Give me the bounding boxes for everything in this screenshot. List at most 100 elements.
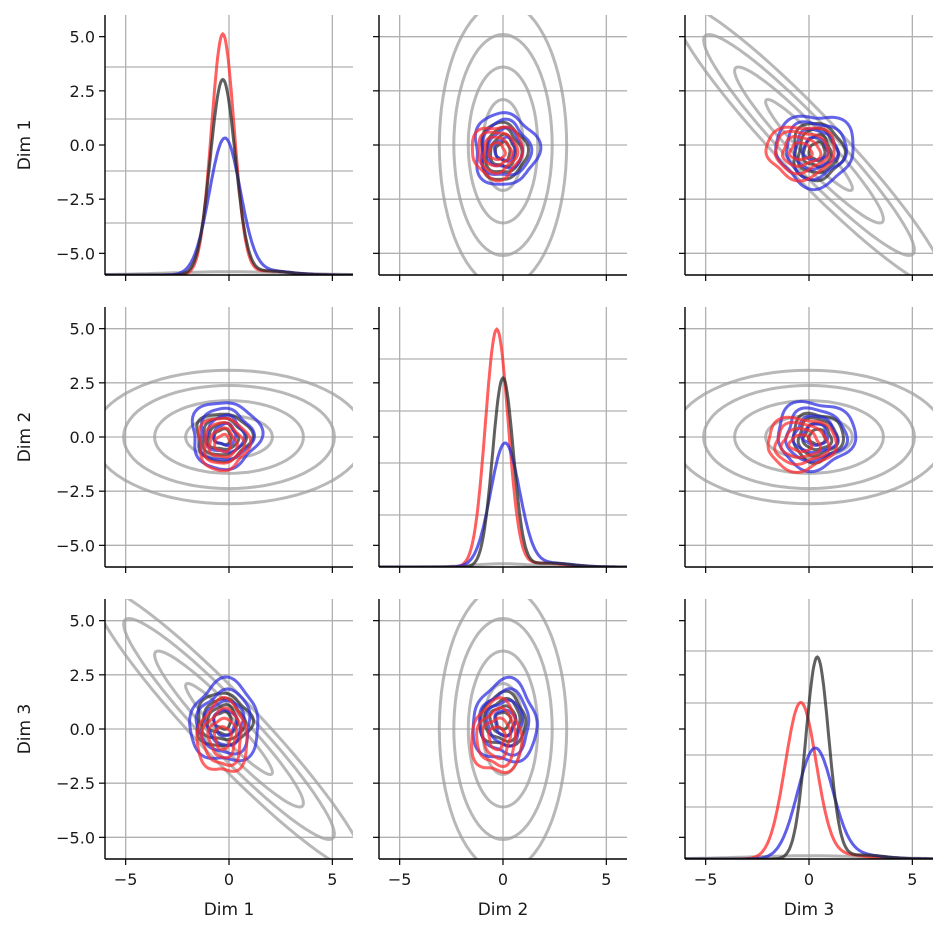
panel-r1-c1 (99, 15, 353, 281)
x-tick-label: 5 (907, 870, 917, 889)
panel-r2-c2 (373, 307, 627, 573)
contour-red (475, 706, 518, 768)
plot-area (105, 368, 353, 506)
contour-gray (105, 368, 353, 506)
contour-red (480, 716, 513, 761)
contour-blue (190, 401, 265, 472)
contour-red (487, 141, 507, 162)
contour-red (206, 716, 239, 760)
y-tick-label: 5.0 (70, 28, 95, 47)
contour-red (477, 130, 520, 176)
contour-gray (452, 616, 554, 842)
contour-red (766, 415, 839, 475)
panels-layer (99, 15, 933, 865)
y-tick-label: 0.0 (70, 720, 95, 739)
contour-gray (685, 15, 933, 275)
contour-red (787, 141, 814, 162)
contour-gray (122, 616, 336, 842)
y-tick-label: −2.5 (56, 774, 95, 793)
contour-red (195, 695, 249, 773)
panel-r2-c1 (99, 307, 353, 573)
contour-gray (153, 399, 305, 475)
panel-r3-c2 (373, 599, 627, 865)
panel-r1-c2 (373, 15, 627, 281)
y-tick-label: 5.0 (70, 320, 95, 339)
contour-gray (184, 414, 274, 460)
kde-curve-black (379, 375, 627, 567)
contour-gray (122, 383, 336, 491)
grid (685, 15, 933, 275)
contour-red (207, 426, 239, 459)
contour-red (773, 420, 831, 467)
contour-gray (437, 599, 569, 859)
contour-blue (792, 127, 840, 171)
contour-red (212, 725, 233, 751)
labels-layer: −5.0 −2.5 0.0 2.5 5.0 Dim 1 −5.0 −2.5 0.0 2.5 5.0 D… (15, 28, 917, 920)
contour-blue (194, 687, 252, 756)
x-tick-label: 0 (224, 870, 234, 889)
y-tick-label: 0.0 (70, 428, 95, 447)
grid (379, 599, 627, 859)
contour-gray (702, 32, 916, 258)
panel-r1-c3 (679, 15, 933, 281)
panel-r3-c1 (99, 599, 353, 865)
contour-gray (733, 65, 885, 225)
plot-area (105, 599, 353, 859)
contour-red (787, 433, 814, 454)
y-tick-label: 0.0 (70, 136, 95, 155)
contour-blue (471, 675, 539, 764)
y-tick-label: 2.5 (70, 82, 95, 101)
contour-gray (733, 399, 885, 475)
contour-red (780, 134, 823, 168)
y-tick-label: −5.0 (56, 244, 95, 263)
contour-red (470, 125, 525, 183)
x-tick-label: 5 (327, 870, 337, 889)
contour-gray (702, 383, 916, 491)
plot-area (437, 599, 569, 859)
contour-gray (105, 599, 353, 859)
contour-black (796, 416, 840, 458)
contour-gray (466, 649, 540, 809)
contour-gray (153, 649, 305, 809)
x-tick-label: 5 (601, 870, 611, 889)
y-tick-label: −2.5 (56, 482, 95, 501)
grid (379, 307, 627, 567)
y-tick-label: 5.0 (70, 612, 95, 631)
contour-blue (785, 120, 849, 182)
y-axis-label: Dim 3 (15, 704, 35, 755)
kde-curve-black (685, 655, 933, 859)
y-axis-label: Dim 2 (15, 412, 35, 463)
contour-red (200, 706, 243, 768)
x-axis-label: Dim 3 (784, 900, 835, 920)
y-tick-label: −5.0 (56, 828, 95, 847)
y-tick-label: 2.5 (70, 374, 95, 393)
contour-blue (485, 698, 525, 748)
plot-area (685, 15, 933, 275)
x-tick-label: −5 (694, 870, 718, 889)
contour-gray (466, 65, 540, 225)
plot-area (437, 15, 569, 275)
y-axis-label: Dim 1 (15, 120, 35, 171)
x-tick-label: 0 (498, 870, 508, 889)
contour-red (764, 125, 836, 183)
x-tick-label: −5 (388, 870, 412, 889)
panel-r2-c3 (679, 307, 933, 573)
contour-blue (202, 698, 246, 747)
contour-red (482, 135, 514, 168)
contour-blue (479, 117, 534, 177)
y-tick-label: −2.5 (56, 190, 95, 209)
contour-blue (791, 414, 840, 455)
contour-red (203, 421, 247, 465)
x-tick-label: −5 (114, 870, 138, 889)
contour-red (487, 725, 507, 752)
contour-gray (685, 368, 933, 506)
panel-r3-c3 (679, 599, 933, 865)
contour-gray (437, 15, 569, 275)
y-tick-label: −5.0 (56, 536, 95, 555)
x-axis-label: Dim 2 (478, 900, 529, 920)
plot-area (685, 368, 933, 506)
contour-red (779, 427, 823, 459)
y-tick-label: 2.5 (70, 666, 95, 685)
contour-gray (452, 32, 554, 258)
